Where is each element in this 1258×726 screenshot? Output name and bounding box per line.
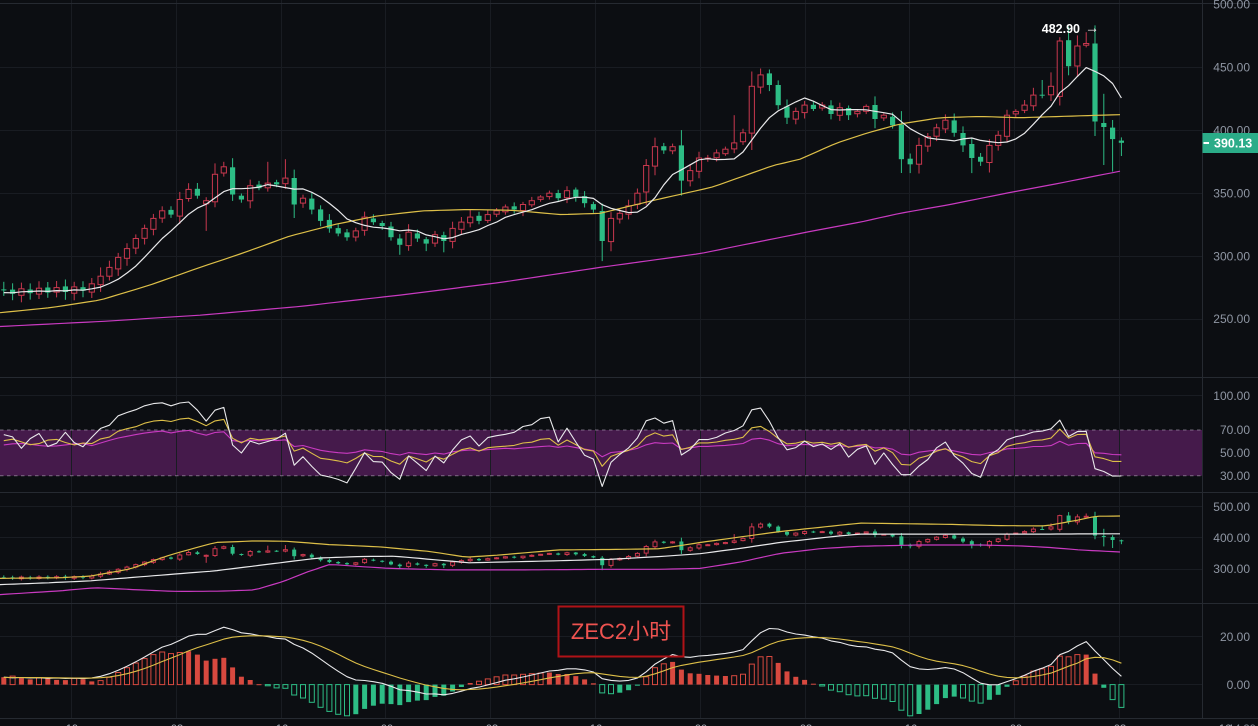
svg-text:16: 16 — [905, 723, 917, 726]
svg-text:00: 00 — [695, 723, 707, 726]
svg-text:0.00: 0.00 — [1227, 678, 1251, 692]
svg-text:00: 00 — [381, 723, 393, 726]
svg-text:300.00: 300.00 — [1213, 562, 1250, 576]
svg-text:14:30: 14:30 — [1228, 723, 1256, 726]
svg-text:08: 08 — [486, 723, 498, 726]
svg-text:300.00: 300.00 — [1213, 249, 1250, 263]
svg-text:30.00: 30.00 — [1220, 469, 1250, 483]
svg-text:390.13: 390.13 — [1214, 137, 1252, 151]
svg-text:350.00: 350.00 — [1213, 186, 1250, 200]
svg-text:50.00: 50.00 — [1220, 446, 1250, 460]
svg-text:450.00: 450.00 — [1213, 61, 1250, 75]
svg-text:400.00: 400.00 — [1213, 531, 1250, 545]
svg-text:250.00: 250.00 — [1213, 312, 1250, 326]
svg-text:ZEC2小时: ZEC2小时 — [571, 619, 671, 644]
svg-text:16: 16 — [276, 723, 288, 726]
svg-text:70.00: 70.00 — [1220, 423, 1250, 437]
svg-text:08: 08 — [1114, 723, 1126, 726]
svg-text:20.00: 20.00 — [1220, 630, 1250, 644]
svg-text:100.00: 100.00 — [1213, 389, 1250, 403]
svg-text:500.00: 500.00 — [1213, 0, 1250, 12]
svg-text:08: 08 — [171, 723, 183, 726]
svg-text:19: 19 — [66, 723, 78, 726]
svg-text:08: 08 — [800, 723, 812, 726]
svg-text:16: 16 — [1219, 723, 1231, 726]
svg-text:482.90: 482.90 — [1042, 22, 1080, 36]
svg-text:500.00: 500.00 — [1213, 500, 1250, 514]
svg-text:00: 00 — [1010, 723, 1022, 726]
svg-text:16: 16 — [590, 723, 602, 726]
svg-text:→: → — [1085, 20, 1099, 36]
